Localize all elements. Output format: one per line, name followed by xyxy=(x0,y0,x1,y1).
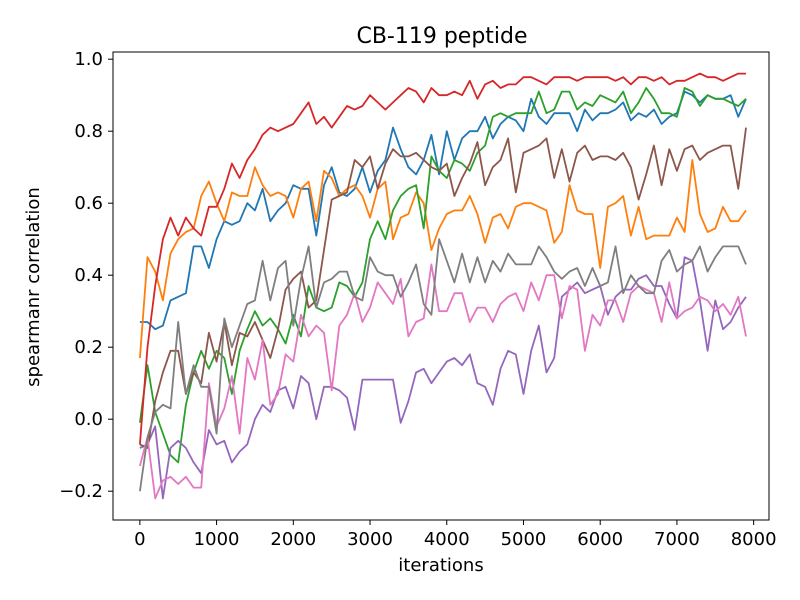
x-axis-label: iterations xyxy=(398,555,483,576)
series-line-4 xyxy=(139,72,746,445)
y-tick-label: −0.2 xyxy=(59,481,103,502)
y-tick-label: 0.4 xyxy=(74,265,103,286)
x-tick-label: 8000 xyxy=(731,529,777,550)
series-line-6 xyxy=(139,127,747,449)
series-line-7 xyxy=(139,263,747,500)
plot-frame xyxy=(112,51,770,521)
x-tick-label: 7000 xyxy=(654,529,700,550)
y-tick-label: 1.0 xyxy=(74,49,103,70)
x-tick-label: 5000 xyxy=(501,529,547,550)
series-line-2 xyxy=(139,159,747,359)
x-tick-label: 2000 xyxy=(270,529,316,550)
x-tick-label: 4000 xyxy=(424,529,470,550)
x-tick-label: 3000 xyxy=(347,529,393,550)
x-tick-label: 0 xyxy=(134,529,145,550)
y-tick-label: 0.8 xyxy=(74,121,103,142)
x-tick-label: 6000 xyxy=(577,529,623,550)
series-line-5 xyxy=(139,256,747,500)
y-tick-label: 0.2 xyxy=(74,337,103,358)
y-tick-label: 0.0 xyxy=(74,409,103,430)
y-axis: −0.2 0.0 0.2 0.4 0.6 0.8 1.0 xyxy=(59,49,113,502)
y-tick-label: 0.6 xyxy=(74,193,103,214)
y-axis-label: spearmanr correlation xyxy=(23,187,44,387)
series-line-3 xyxy=(139,87,747,464)
chart-title: CB-119 peptide xyxy=(356,24,527,49)
series-layer xyxy=(139,72,747,500)
series-line-8 xyxy=(139,238,747,492)
x-tick-label: 1000 xyxy=(194,529,240,550)
x-axis: 0 1000 2000 3000 4000 5000 6000 7000 8000 xyxy=(134,520,777,550)
series-line-1 xyxy=(139,90,747,331)
